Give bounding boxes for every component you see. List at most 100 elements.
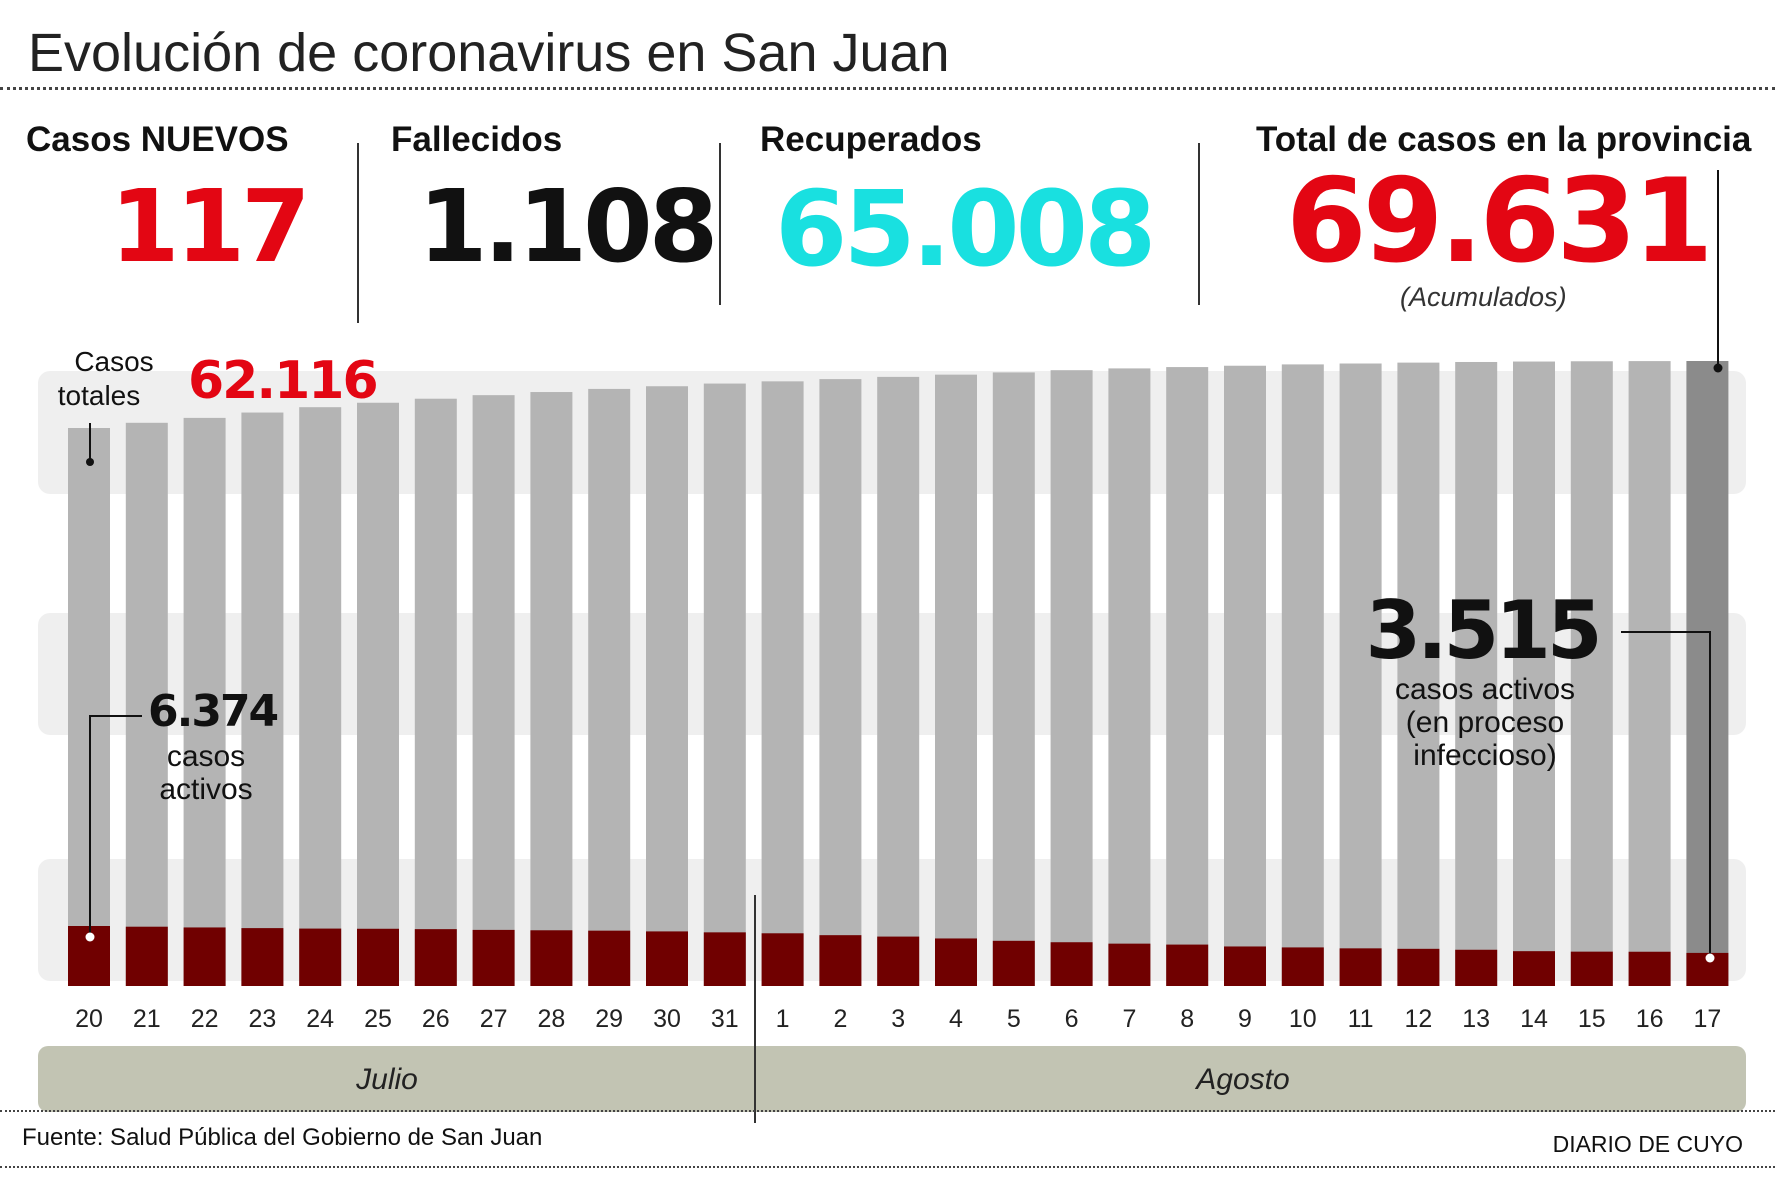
day-tick-label: 15	[1578, 1005, 1606, 1033]
active-cases-bar	[1570, 951, 1613, 986]
annotation-first-active-label: casos activos	[159, 740, 252, 806]
total-cases-bar	[1686, 361, 1729, 986]
active-cases-bar	[183, 927, 226, 986]
day-tick-label: 31	[711, 1005, 739, 1033]
page-title: Evolución de coronavirus en San Juan	[28, 23, 950, 83]
total-cases-bar	[299, 407, 342, 986]
day-tick-label: 23	[248, 1005, 276, 1033]
month-label-agosto: Agosto	[1194, 1063, 1289, 1096]
total-cases-bar	[1570, 361, 1613, 986]
total-cases-bar	[819, 379, 862, 986]
total-cases-bar	[125, 422, 168, 986]
active-cases-bar	[125, 926, 168, 986]
day-tick-label: 29	[595, 1005, 623, 1033]
total-cases-bar	[1224, 365, 1266, 986]
leader-dot	[1713, 363, 1723, 373]
active-cases-bar	[1050, 942, 1093, 986]
day-tick-label: 6	[1065, 1005, 1079, 1033]
active-cases-bar	[1166, 944, 1209, 986]
active-cases-bar	[819, 935, 862, 986]
stat-recuperados-label: Recuperados	[760, 120, 982, 159]
stat-total-value: 69.631	[1286, 154, 1714, 289]
active-cases-bar	[1108, 943, 1151, 986]
stat-separator	[357, 143, 359, 323]
stat-nuevos-value: 117	[110, 168, 311, 285]
annotation-last-active-label: casos activos (en proceso infeccioso)	[1395, 673, 1575, 772]
annotation-last-active: 3.515	[1365, 584, 1598, 677]
active-cases-bar	[530, 930, 573, 986]
annotation-first-active: 6.374	[148, 686, 278, 737]
total-cases-bar	[530, 392, 573, 986]
total-cases-bar	[1050, 370, 1093, 986]
total-cases-bar	[588, 388, 631, 986]
active-cases-bar	[1513, 951, 1555, 986]
active-cases-bar	[935, 938, 977, 986]
day-tick-label: 9	[1238, 1005, 1252, 1033]
leader-dot	[85, 932, 95, 942]
day-tick-label: 20	[75, 1005, 103, 1033]
day-tick-label: 10	[1289, 1005, 1317, 1033]
total-cases-bar	[877, 376, 920, 986]
day-tick-label: 25	[364, 1005, 392, 1033]
total-cases-bar	[1513, 361, 1555, 987]
stat-fallecidos-value: 1.108	[418, 168, 718, 285]
month-label-julio: Julio	[355, 1063, 418, 1096]
total-cases-bar	[1339, 363, 1382, 986]
active-cases-bar	[588, 930, 631, 986]
total-cases-bar	[646, 386, 688, 987]
total-cases-bar	[1628, 361, 1671, 986]
day-tick-label: 28	[537, 1005, 565, 1033]
day-tick-label: 5	[1007, 1005, 1021, 1033]
day-tick-labels: 20 21 22 23 24 25 26 27 28 29 30 31 1 2 3 4 5 6 7 8 9 10 11 12 1…	[75, 1005, 1721, 1033]
active-cases-bar	[992, 940, 1035, 986]
day-tick-label: 4	[949, 1005, 963, 1033]
footer-divider-top	[0, 1110, 1775, 1112]
stat-separator	[719, 143, 721, 305]
day-tick-label: 16	[1636, 1005, 1664, 1033]
leader-line	[1621, 631, 1711, 956]
footer-divider-bottom	[0, 1166, 1775, 1168]
active-cases-bars	[68, 926, 1729, 986]
total-cases-bar	[1397, 362, 1440, 986]
total-cases-bar	[183, 417, 226, 986]
leader-dot	[86, 458, 94, 466]
total-cases-bar	[357, 402, 399, 986]
brand-logo-text: DIARIO DE CUYO	[1552, 1131, 1743, 1157]
annotation-casos-totales: Casos totales	[58, 346, 154, 411]
stat-total-note: (Acumulados)	[1400, 282, 1567, 312]
active-cases-bar	[1281, 947, 1324, 986]
top-divider	[0, 87, 1775, 90]
day-tick-label: 8	[1180, 1005, 1194, 1033]
day-tick-label: 11	[1348, 1005, 1374, 1033]
active-cases-bar	[1397, 948, 1440, 986]
active-cases-bar	[1224, 946, 1266, 986]
day-tick-label: 1	[776, 1005, 790, 1033]
total-cases-bar	[992, 372, 1035, 986]
total-cases-bar	[1108, 368, 1151, 986]
day-tick-label: 30	[653, 1005, 681, 1033]
day-tick-label: 14	[1520, 1005, 1548, 1033]
day-tick-label: 12	[1404, 1005, 1432, 1033]
active-cases-bar	[1339, 948, 1382, 986]
active-cases-bar	[472, 929, 515, 986]
leader-dot	[1705, 953, 1715, 963]
active-cases-bar	[646, 931, 688, 986]
stat-fallecidos-label: Fallecidos	[391, 120, 563, 159]
day-tick-label: 26	[422, 1005, 450, 1033]
active-cases-bar	[299, 928, 342, 986]
total-cases-bar	[935, 374, 977, 986]
total-cases-bar	[241, 412, 284, 986]
active-cases-bar	[877, 936, 920, 986]
active-cases-bar	[241, 928, 284, 986]
month-band-bar	[38, 1046, 1746, 1112]
active-cases-bar	[414, 929, 457, 986]
active-cases-bar	[357, 928, 399, 986]
active-cases-bar	[1628, 951, 1671, 986]
active-cases-bar	[761, 933, 804, 986]
day-tick-label: 3	[891, 1005, 905, 1033]
active-cases-bar	[1455, 949, 1498, 986]
day-tick-label: 24	[306, 1005, 334, 1033]
stat-separator	[1198, 143, 1200, 305]
leader-line	[89, 715, 142, 935]
